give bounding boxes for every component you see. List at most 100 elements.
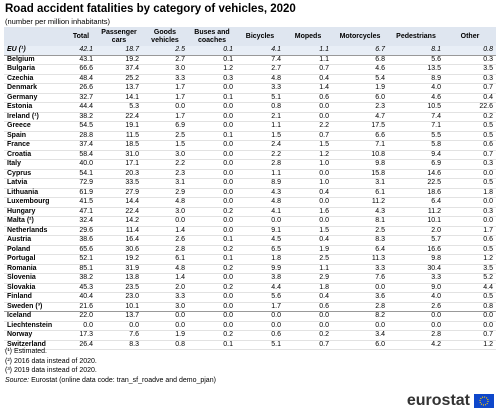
row-label: Liechtenstein [4, 321, 66, 331]
cell: 42.1 [66, 46, 96, 56]
cell: 4.8 [236, 197, 284, 208]
column-header: Other [444, 27, 496, 46]
cell: 4.3 [236, 188, 284, 198]
cell: 4.4 [444, 283, 496, 293]
cell: 3.0 [142, 150, 188, 160]
table-row: Finland 40.4 23.0 3.3 0.0 5.6 0.4 3.6 4.0 0.5 [4, 292, 496, 303]
cell: 0.7 [284, 340, 332, 350]
cell: 0.8 [142, 340, 188, 350]
cell: 22.4 [96, 112, 142, 122]
cell: 2.6 [388, 302, 444, 312]
cell: 0.0 [142, 321, 188, 331]
cell: 1.4 [142, 226, 188, 236]
table-row: Spain 28.8 11.5 2.5 0.1 1.5 0.7 6.6 5.5 0.5 [4, 131, 496, 141]
cell: 0.0 [188, 302, 236, 312]
row-label: Croatia [4, 150, 66, 160]
notes: (¹) Estimated. (²) 2016 data instead of 2… [5, 347, 216, 385]
cell: 2.8 [388, 330, 444, 341]
cell: 10.1 [388, 216, 444, 227]
cell: 0.5 [444, 292, 496, 303]
header-row: Total Passenger cars Goods vehicles Buses a… [4, 27, 496, 46]
row-label: Malta (²) [4, 216, 66, 227]
cell: 0.0 [188, 83, 236, 94]
cell: 13.7 [96, 83, 142, 94]
cell: 0.0 [188, 273, 236, 284]
column-header: Bicycles [236, 27, 284, 46]
cell: 11.2 [332, 197, 388, 208]
subtitle: (number per million inhabitants) [5, 17, 111, 26]
table-row: Poland 65.6 30.6 2.8 0.2 6.5 1.9 6.4 16.6 0.5 [4, 245, 496, 255]
cell: 0.0 [66, 321, 96, 331]
cell: 0.0 [444, 321, 496, 331]
cell: 41.5 [66, 197, 96, 208]
cell: 9.8 [332, 159, 388, 170]
table-row: Luxembourg 41.5 14.4 4.8 0.0 4.8 0.0 11.2 6.4 0.0 [4, 197, 496, 208]
column-header: Total [66, 27, 96, 46]
cell: 30.6 [96, 245, 142, 255]
cell: 31.9 [96, 264, 142, 274]
cell: 0.1 [188, 235, 236, 246]
cell: 2.3 [332, 102, 388, 113]
cell: 3.5 [444, 264, 496, 274]
cell: 18.6 [388, 188, 444, 198]
cell: 0.2 [284, 330, 332, 341]
cell: 1.0 [284, 178, 332, 189]
cell: 0.4 [284, 292, 332, 303]
cell: 0.3 [444, 207, 496, 217]
cell: 1.0 [284, 159, 332, 170]
cell: 15.8 [332, 169, 388, 179]
cell: 0.0 [188, 102, 236, 113]
cell: 3.3 [236, 83, 284, 94]
cell: 23.0 [96, 292, 142, 303]
cell: 9.8 [388, 254, 444, 265]
cell: 38.6 [66, 235, 96, 246]
cell: 14.4 [96, 197, 142, 208]
cell: 1.4 [284, 83, 332, 94]
row-label: Iceland [4, 311, 66, 322]
cell: 1.2 [444, 254, 496, 265]
cell: 2.7 [236, 64, 284, 75]
cell: 0.3 [444, 159, 496, 170]
cell: 0.0 [96, 321, 142, 331]
cell: 1.8 [284, 283, 332, 293]
cell: 26.6 [66, 83, 96, 94]
cell: 2.2 [284, 121, 332, 132]
table-row: Bulgaria 66.6 37.4 3.0 1.2 2.7 0.7 4.6 13.5 3.5 [4, 64, 496, 75]
cell: 11.4 [96, 226, 142, 236]
cell: 0.4 [284, 188, 332, 198]
cell: 58.4 [66, 150, 96, 160]
cell: 1.7 [142, 83, 188, 94]
cell: 72.9 [66, 178, 96, 189]
cell: 21.6 [66, 302, 96, 312]
cell: 4.3 [332, 207, 388, 217]
cell: 11.3 [332, 254, 388, 265]
cell: 38.2 [66, 273, 96, 284]
row-label: EU (¹) [4, 46, 66, 56]
cell: 14.1 [96, 93, 142, 103]
table-row: Lithuania 61.9 27.9 2.9 0.0 4.3 0.4 6.1 18.6 1.8 [4, 188, 496, 198]
cell: 9.9 [236, 264, 284, 274]
cell: 0.1 [188, 254, 236, 265]
cell: 0.1 [188, 46, 236, 56]
row-label: Belgium [4, 55, 66, 65]
source-label: Source: [5, 376, 30, 384]
cell: 1.1 [284, 264, 332, 274]
cell: 3.1 [142, 178, 188, 189]
cell: 1.7 [444, 226, 496, 236]
cell: 45.3 [66, 283, 96, 293]
cell: 0.0 [188, 188, 236, 198]
cell: 0.0 [188, 159, 236, 170]
cell: 11.2 [388, 207, 444, 217]
cell: 54.1 [66, 169, 96, 179]
cell: 8.9 [236, 178, 284, 189]
cell: 2.0 [142, 283, 188, 293]
table-row: Germany 32.7 14.1 1.7 0.1 5.1 0.6 6.0 4.6 0.4 [4, 93, 496, 103]
row-label: Portugal [4, 254, 66, 265]
source-text: Eurostat (online data code: tran_sf_road… [31, 376, 216, 384]
cell: 16.6 [388, 245, 444, 255]
cell: 0.0 [284, 169, 332, 179]
cell: 11.5 [96, 131, 142, 141]
cell: 1.8 [444, 188, 496, 198]
table-row: Slovakia 45.3 23.5 2.0 0.2 4.4 1.8 0.0 9.0 4.4 [4, 283, 496, 293]
cell: 1.7 [142, 93, 188, 103]
